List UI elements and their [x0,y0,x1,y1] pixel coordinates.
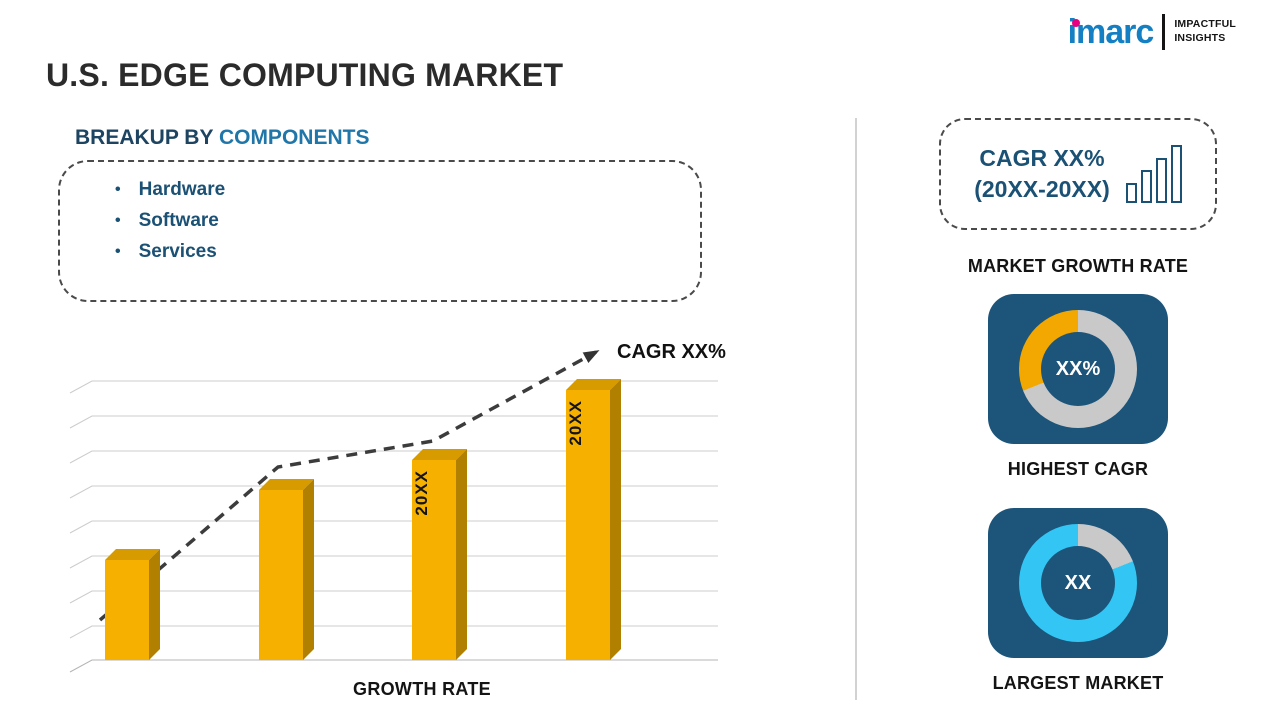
vertical-divider [855,118,857,700]
cagr-summary-text: CAGR XX% (20XX-20XX) [974,143,1110,205]
highest-cagr-card: XX% [988,294,1168,444]
bullet-icon [115,243,121,261]
x-axis-title: GROWTH RATE [353,679,491,699]
list-item-label: Hardware [138,178,226,200]
chart-bar [105,560,149,660]
cagr-summary-box: CAGR XX% (20XX-20XX) [939,118,1217,230]
cagr-line1: CAGR XX% [979,144,1105,171]
logo-tagline: IMPACTFUL INSIGHTS [1174,18,1236,45]
market-growth-rate-label: MARKET GROWTH RATE [967,256,1189,276]
logo-divider [1162,14,1166,50]
cagr-line2: (20XX-20XX) [974,176,1110,202]
breakup-heading-highlight: COMPONENTS [218,126,370,149]
highest-cagr-label: HIGHEST CAGR [1007,459,1149,479]
components-list-box: Hardware Software Services [58,160,702,302]
chart-bar [259,490,303,660]
list-item: Services [115,236,700,267]
list-item: Hardware [115,174,700,205]
growth-rate-bar-chart: 20XX 20XX [56,330,746,674]
cagr-trend-label: CAGR XX% [617,341,726,363]
page-title: U.S. EDGE COMPUTING MARKET [46,57,564,93]
chart-bar: 20XX [566,390,610,660]
trend-arrow [98,350,600,622]
bullet-icon [115,181,121,199]
gridlines [69,380,718,673]
breakup-heading: BREAKUP BY COMPONENTS [75,126,369,150]
list-item: Software [115,205,700,236]
bar-value-label: 20XX [566,400,585,446]
breakup-heading-prefix: BREAKUP BY [75,126,219,149]
bar-chart-icon [1125,145,1182,203]
bullet-icon [115,212,121,230]
right-panel: CAGR XX% (20XX-20XX) MARKET GROWTH RATE … [876,118,1280,694]
chart-grid-and-trendline [69,350,718,673]
highest-cagr-donut: XX% [1019,310,1137,428]
logo-tagline-line2: INSIGHTS [1174,32,1226,44]
largest-market-label: LARGEST MARKET [992,673,1164,693]
imarc-brand-text: imarc [1067,13,1155,51]
logo-tagline-line1: IMPACTFUL [1174,18,1236,31]
chart-bar: 20XX [412,460,456,660]
bar-value-label: 20XX [412,470,431,516]
list-item-label: Software [138,209,219,231]
largest-market-donut: XX [1019,524,1137,642]
list-item-label: Services [138,240,217,262]
largest-market-value: XX [1041,546,1115,620]
highest-cagr-value: XX% [1041,332,1115,406]
imarc-logo: imarc IMPACTFUL INSIGHTS [1068,14,1236,50]
largest-market-card: XX [988,508,1168,658]
